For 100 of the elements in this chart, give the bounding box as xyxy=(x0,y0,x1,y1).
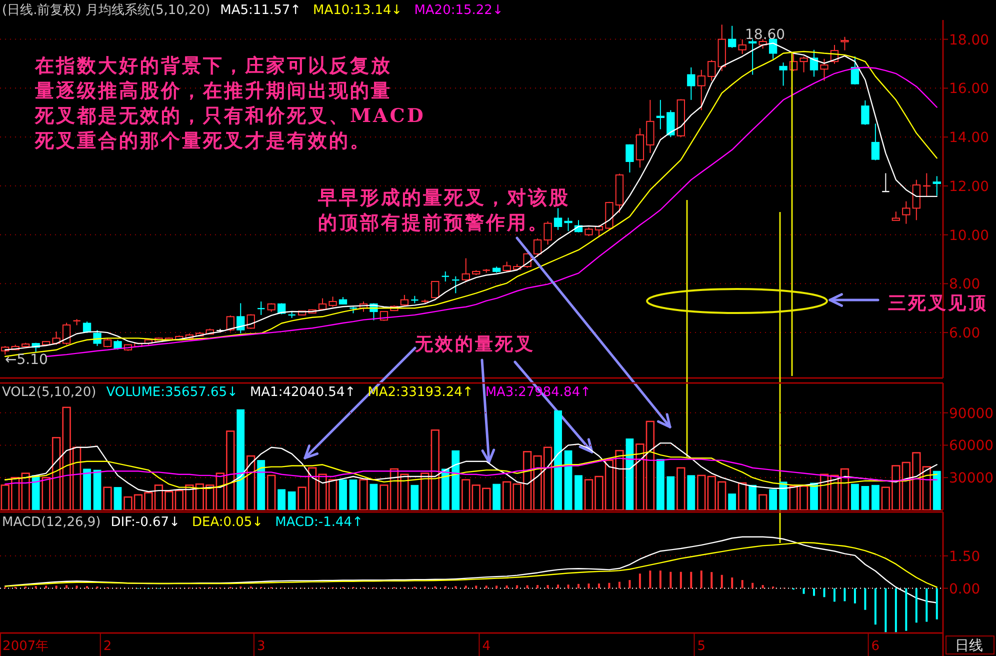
bar xyxy=(267,474,276,510)
series-label: VOLUME:35657.65↓ xyxy=(106,385,238,400)
bar xyxy=(779,482,788,510)
bar xyxy=(628,580,631,588)
bar xyxy=(574,475,582,510)
bar xyxy=(697,474,706,510)
text: MA20:15.22↓ xyxy=(414,3,504,18)
y-tick-label: 8.00 xyxy=(949,276,980,293)
bar xyxy=(638,574,641,588)
y-tick-label: 18.00 xyxy=(949,32,990,48)
bar xyxy=(359,479,368,510)
x-tick-label: 4 xyxy=(482,639,490,654)
bar xyxy=(93,470,102,510)
annotation: 无效的量死叉 xyxy=(414,334,535,355)
bar xyxy=(506,585,508,588)
x-tick-label: 2007年 xyxy=(2,639,49,654)
text: MA1:42040.54↑ xyxy=(250,385,356,400)
y-tick-label: 14.00 xyxy=(949,130,990,146)
bar xyxy=(874,588,876,625)
bar xyxy=(567,584,570,588)
bar xyxy=(526,585,528,588)
bar xyxy=(738,482,747,510)
bar xyxy=(370,484,378,510)
text: MA10:13.14↓ xyxy=(313,3,402,18)
y-tick-label: 16.00 xyxy=(949,81,990,98)
bar xyxy=(728,494,736,510)
bar xyxy=(802,588,805,594)
bar xyxy=(45,586,48,588)
bar xyxy=(690,572,692,588)
bar xyxy=(464,586,467,588)
bar xyxy=(441,468,450,510)
bar xyxy=(103,486,112,510)
bar xyxy=(823,588,826,598)
bar xyxy=(55,586,58,588)
line-series xyxy=(4,451,938,489)
bar xyxy=(516,585,518,588)
bar xyxy=(462,479,470,510)
bar xyxy=(257,460,266,510)
bar xyxy=(936,588,938,620)
line-series xyxy=(4,458,938,485)
y-tick-label: 90000 xyxy=(949,406,994,422)
text: DEA:0.05↓ xyxy=(192,515,264,530)
bar xyxy=(710,572,713,588)
bar xyxy=(813,588,816,596)
text: MA5:11.57↑ xyxy=(220,3,302,18)
bar xyxy=(410,484,419,510)
chart-title: MACD(12,26,9) xyxy=(2,515,101,530)
bar xyxy=(666,476,675,510)
bar xyxy=(769,489,777,510)
bar xyxy=(720,574,723,588)
bar xyxy=(915,588,918,623)
annotation: 在指数大好的背景下，庄家可以反复放量逐级推高股价，在推升期间出现的量死叉都是无效的，只有和价死叉、MACD死叉重合的那个量死叉才是有效的。 xyxy=(34,55,426,152)
bar xyxy=(588,584,590,588)
bar xyxy=(758,494,768,510)
bar xyxy=(83,468,91,510)
x-tick-label: 6 xyxy=(871,639,880,654)
text: 日线 xyxy=(955,638,983,654)
bar xyxy=(762,585,764,588)
chart-title: VOL2(5,10,20) xyxy=(2,385,96,400)
text: DIF:-0.67↓ xyxy=(110,515,180,530)
y-tick-label: 12.00 xyxy=(949,178,990,195)
bar xyxy=(76,586,78,588)
annotation: 早早形成的量死叉，对该股的顶部有提前预警作用。 xyxy=(317,187,570,234)
bar xyxy=(578,584,580,588)
bar xyxy=(680,572,682,588)
bar xyxy=(452,450,460,510)
bar xyxy=(236,409,245,510)
y-tick-label: 1.50 xyxy=(949,548,980,565)
y-tick-label: 6.00 xyxy=(949,326,980,342)
bar xyxy=(492,484,501,510)
bar xyxy=(926,588,928,622)
bar xyxy=(496,586,498,588)
bar xyxy=(670,572,672,588)
text: MACD:-1.44↑ xyxy=(275,515,363,530)
bar xyxy=(864,588,866,610)
chart-title: (日线.前复权) 月均线系统(5,10,20) xyxy=(2,3,210,18)
bar xyxy=(546,585,549,588)
bar xyxy=(905,588,908,631)
bar xyxy=(339,480,347,510)
bar xyxy=(851,484,859,510)
y-tick-label: 30000 xyxy=(949,470,994,487)
bar xyxy=(687,475,696,510)
x-tick-label: 2 xyxy=(103,639,112,654)
x-tick-label: 3 xyxy=(256,639,266,654)
bar xyxy=(844,588,846,602)
bar xyxy=(475,586,478,588)
annotation: ←5.10 xyxy=(5,352,48,368)
bar xyxy=(748,484,757,510)
bar xyxy=(288,491,296,510)
annotation: 18.60 xyxy=(745,27,786,43)
bar xyxy=(626,438,634,510)
bar xyxy=(246,455,256,510)
x-tick-label: 5 xyxy=(697,639,706,654)
bar xyxy=(741,580,744,588)
bar xyxy=(564,450,572,510)
bar xyxy=(676,467,686,510)
line-series xyxy=(4,542,938,588)
bar xyxy=(932,470,941,510)
bar xyxy=(894,588,897,632)
bar xyxy=(872,484,880,510)
